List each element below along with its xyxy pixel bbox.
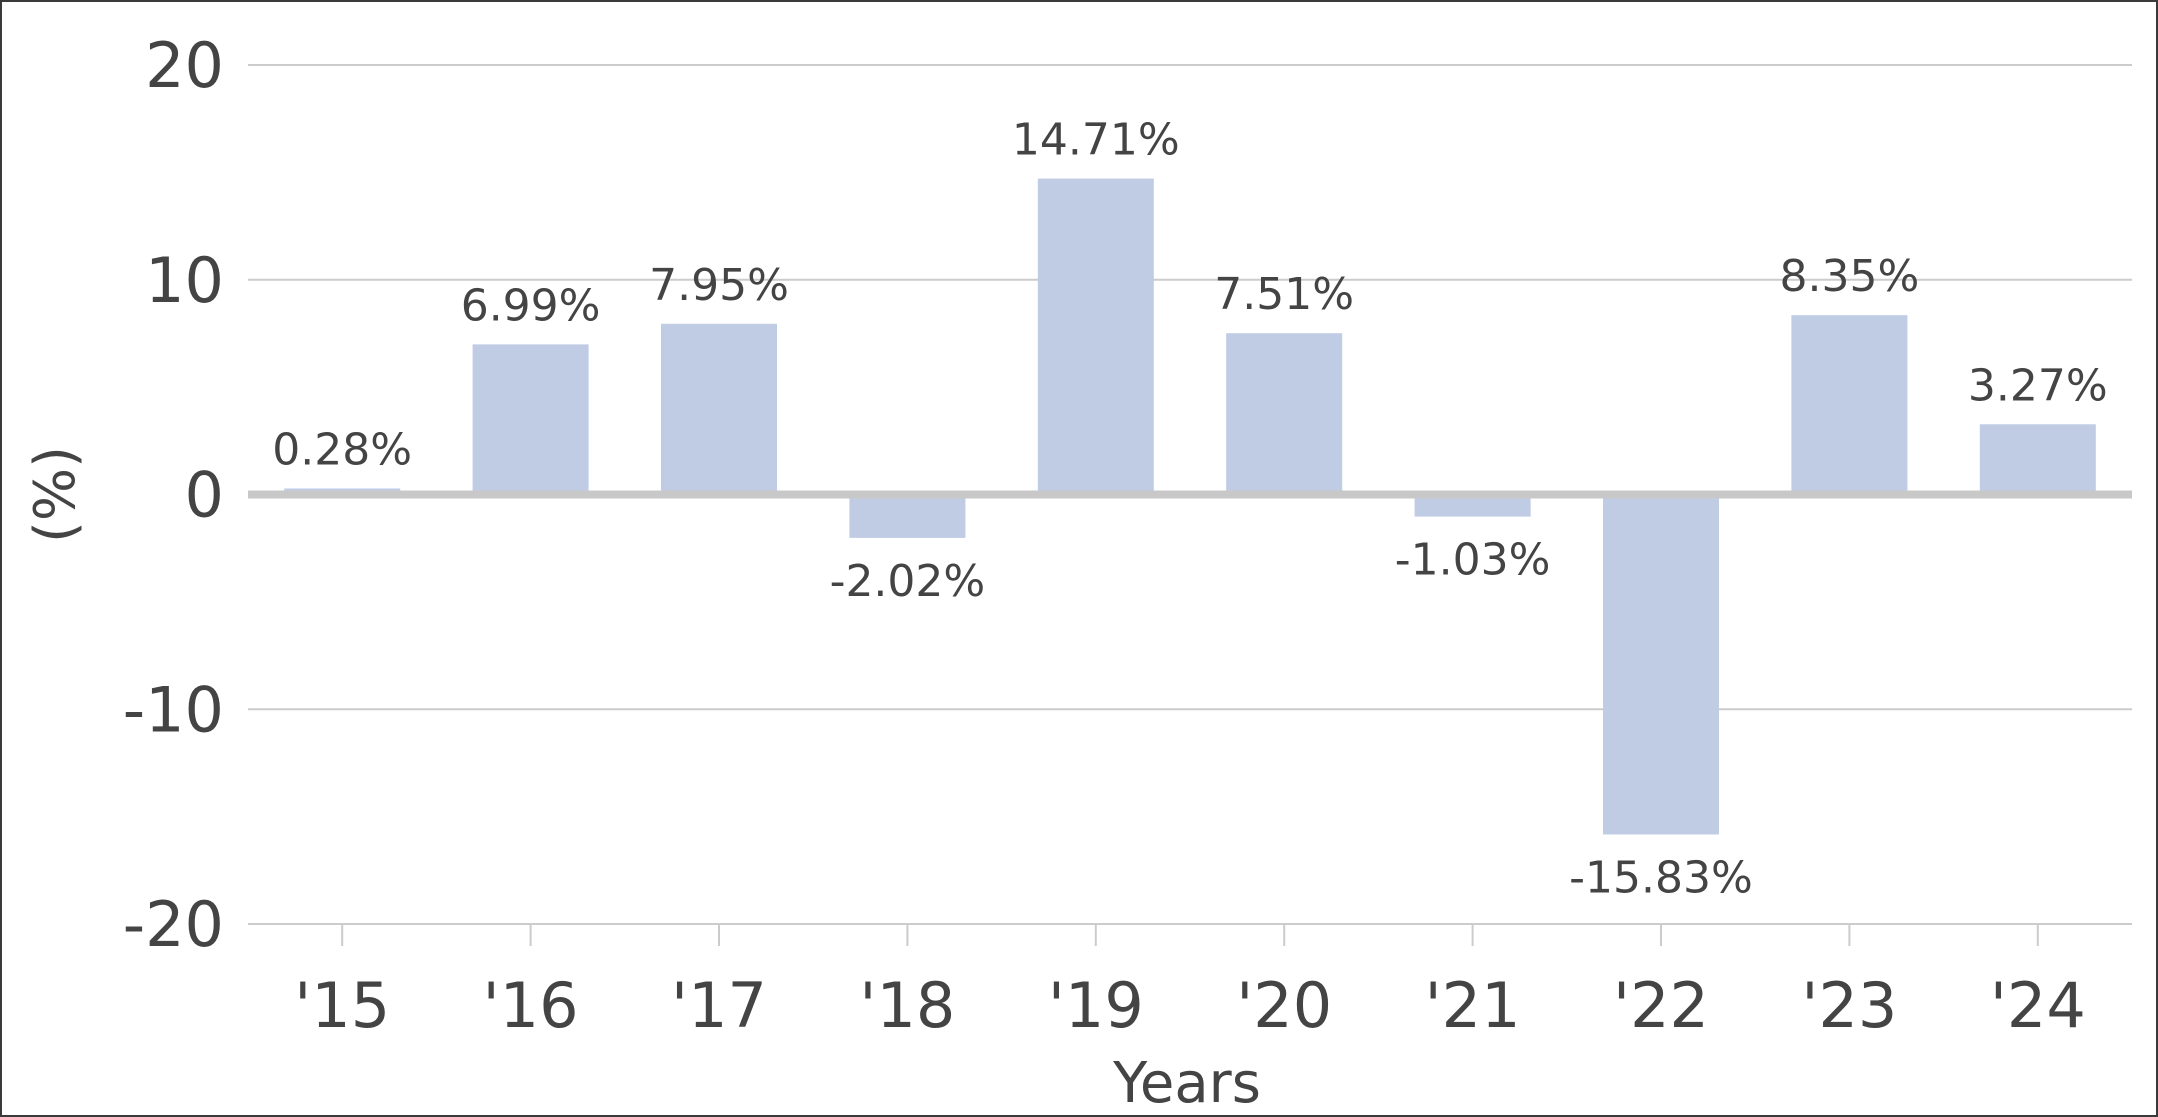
data-label: -15.83%	[1569, 852, 1753, 903]
bar	[1979, 424, 2096, 495]
data-label: 0.28%	[272, 424, 412, 475]
x-tick-label: '18	[859, 969, 955, 1042]
bar	[1414, 494, 1531, 517]
bar	[1791, 315, 1908, 495]
x-tick-label: '15	[294, 969, 390, 1042]
y-tick-label: 20	[145, 29, 224, 102]
data-label: 6.99%	[461, 280, 601, 331]
bar	[849, 494, 966, 538]
bars	[284, 178, 2096, 835]
data-labels: 0.28% 6.99% 7.95% -2.02% 14.71% 7.51% -1.03% -1…	[272, 115, 2107, 904]
data-label: 7.51%	[1214, 269, 1354, 320]
y-tick-label: -10	[123, 673, 224, 746]
x-tick-label: '22	[1613, 969, 1709, 1042]
x-axis-title: Years	[1112, 1051, 1261, 1115]
y-tick-label: 10	[145, 244, 224, 317]
data-label: 8.35%	[1780, 251, 1920, 302]
x-tick-labels: '15 '16 '17 '18 '19 '20 '21 '22 '23 '24	[294, 969, 2086, 1042]
x-tick-label: '16	[483, 969, 579, 1042]
gridlines	[248, 64, 2132, 925]
x-ticks	[341, 924, 2039, 946]
bar	[1037, 178, 1154, 495]
x-tick-label: '20	[1236, 969, 1332, 1042]
y-tick-labels: -20 -10 0 10 20	[123, 29, 224, 961]
data-label: 3.27%	[1968, 360, 2108, 411]
bar	[661, 323, 777, 495]
data-label: -2.02%	[830, 556, 986, 607]
y-tick-label: -20	[123, 888, 224, 961]
x-tick-label: '24	[1990, 969, 2086, 1042]
data-label: 14.71%	[1012, 115, 1180, 166]
bar	[1226, 333, 1343, 495]
x-tick-label: '17	[671, 969, 767, 1042]
bar	[1603, 494, 1719, 835]
x-tick-label: '19	[1048, 969, 1144, 1042]
y-axis-title: (%)	[23, 446, 88, 543]
x-tick-label: '21	[1425, 969, 1521, 1042]
data-label: 7.95%	[649, 260, 789, 311]
x-tick-label: '23	[1801, 969, 1897, 1042]
data-label: -1.03%	[1395, 535, 1551, 586]
y-tick-label: 0	[185, 459, 224, 532]
bar	[472, 344, 589, 495]
